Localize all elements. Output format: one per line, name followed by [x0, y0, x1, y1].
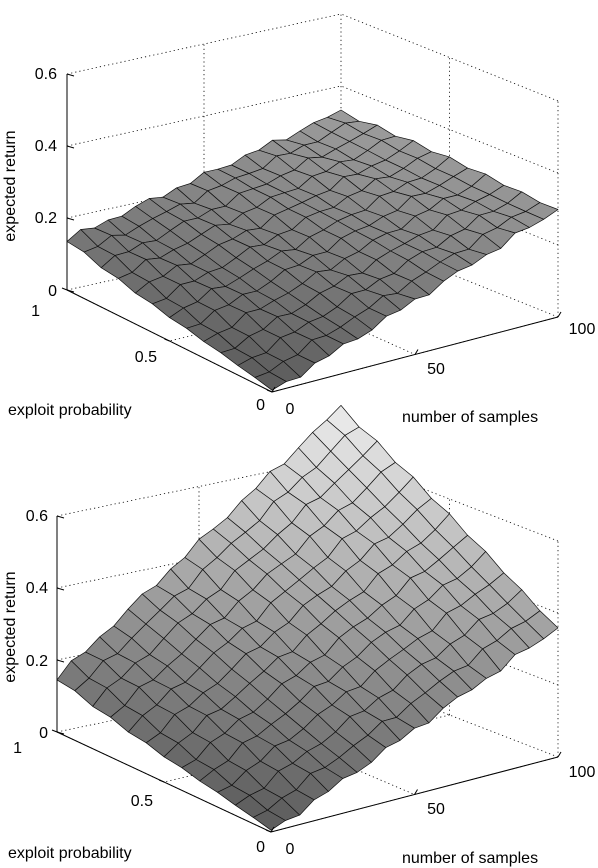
tick-mark: [414, 789, 418, 795]
tick-mark: [557, 751, 562, 758]
z-tick-label: 0: [48, 283, 57, 300]
tick-mark: [414, 349, 419, 355]
y-tick-label: 0: [286, 841, 295, 858]
tick-mark: [66, 145, 75, 149]
surface-facet: [252, 809, 286, 831]
grid-line: [66, 157, 342, 219]
x-tick-label: 0: [256, 839, 265, 856]
tick-mark: [56, 515, 65, 519]
z-tick-label: 0: [39, 725, 48, 742]
grid-line: [66, 13, 342, 75]
surface-facet: [254, 371, 287, 391]
x-tick-label: 1: [31, 303, 40, 320]
x-tick-label: 0.5: [135, 349, 157, 366]
x-tick-label: 0.5: [131, 793, 153, 810]
z-tick-label: 0.6: [35, 66, 57, 83]
y-tick-label: 100: [569, 321, 596, 338]
grid-line: [340, 229, 559, 318]
surface-panel-top: 0 0.2 0.4 0.6 1 0.5 0 0 50 100 expected …: [2, 13, 596, 426]
z-axis-label: expected return: [2, 130, 19, 241]
tick-mark: [271, 386, 276, 393]
tick-mark: [56, 731, 65, 735]
tick-mark: [164, 338, 170, 342]
tick-mark: [265, 829, 272, 833]
x-tick-label: 0: [256, 397, 265, 414]
x-axis-label: exploit probability: [8, 845, 132, 862]
tick-mark: [270, 826, 275, 833]
surface-mesh: [56, 405, 559, 831]
y-axis-label: number of samples: [402, 850, 538, 867]
x-tick-label: 1: [13, 740, 22, 757]
y-tick-label: 100: [569, 764, 596, 781]
tick-mark: [66, 73, 75, 77]
tick-mark: [56, 659, 65, 663]
z-tick-label: 0.2: [26, 653, 48, 670]
tick-mark: [56, 587, 65, 591]
grid-line: [66, 229, 342, 291]
z-tick-label: 0.4: [35, 138, 57, 155]
tick-mark: [51, 729, 58, 733]
tick-mark: [66, 289, 75, 293]
surface-panel-bottom: 0 0.2 0.4 0.6 1 0.5 0 0 50 100 expected …: [2, 405, 595, 867]
tick-mark: [66, 217, 75, 221]
x-axis-label: exploit probability: [8, 402, 132, 419]
y-axis-label: number of samples: [402, 409, 538, 426]
z-tick-label: 0.2: [35, 210, 57, 227]
y-tick-label: 50: [427, 801, 445, 818]
tick-mark: [61, 287, 68, 291]
tick-mark: [266, 389, 273, 393]
y-tick-label: 50: [427, 361, 445, 378]
tick-mark: [158, 779, 165, 783]
tick-marks: [51, 515, 562, 833]
grid-line: [340, 85, 559, 174]
z-tick-label: 0.6: [26, 508, 48, 525]
surface-mesh: [66, 109, 559, 391]
grid-line: [340, 13, 559, 102]
tick-mark: [557, 311, 562, 318]
z-axis-label: expected return: [2, 571, 19, 682]
tick-marks: [61, 73, 562, 393]
z-tick-label: 0.4: [26, 580, 48, 597]
y-tick-label: 0: [286, 401, 295, 418]
grid-line: [66, 85, 342, 147]
